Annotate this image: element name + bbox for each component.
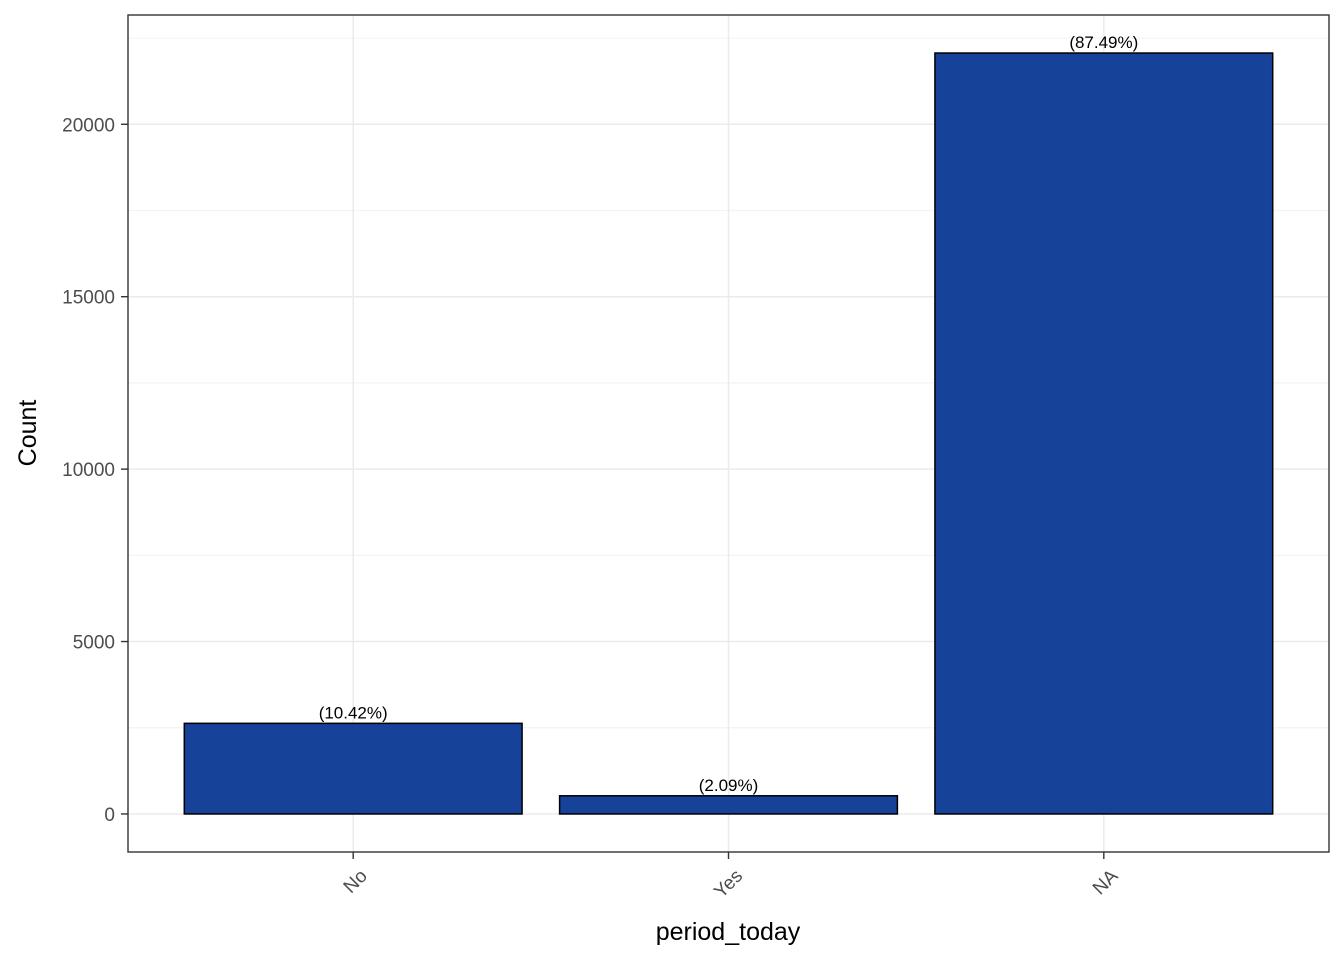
- x-axis-title: period_today: [656, 918, 801, 946]
- y-tick-label: 5000: [73, 633, 115, 654]
- y-tick-label: 0: [104, 805, 115, 826]
- y-tick-label: 10000: [62, 460, 115, 481]
- bar-label-na: (87.49%): [1069, 33, 1138, 52]
- bar-no: [183, 722, 523, 815]
- bar-label-yes: (2.09%): [699, 776, 759, 795]
- y-axis-title: Count: [14, 400, 42, 467]
- bar-yes: [558, 795, 899, 815]
- bar-na: [934, 52, 1274, 815]
- y-tick-label: 15000: [62, 288, 115, 309]
- bar-label-no: (10.42%): [319, 703, 388, 722]
- bar-data-labels: (10.42%) (2.09%) (87.49%): [319, 33, 1139, 795]
- bars: [183, 52, 1274, 815]
- y-axis: 0 5000 10000 15000 20000: [62, 115, 128, 826]
- y-tick-label: 20000: [62, 115, 115, 136]
